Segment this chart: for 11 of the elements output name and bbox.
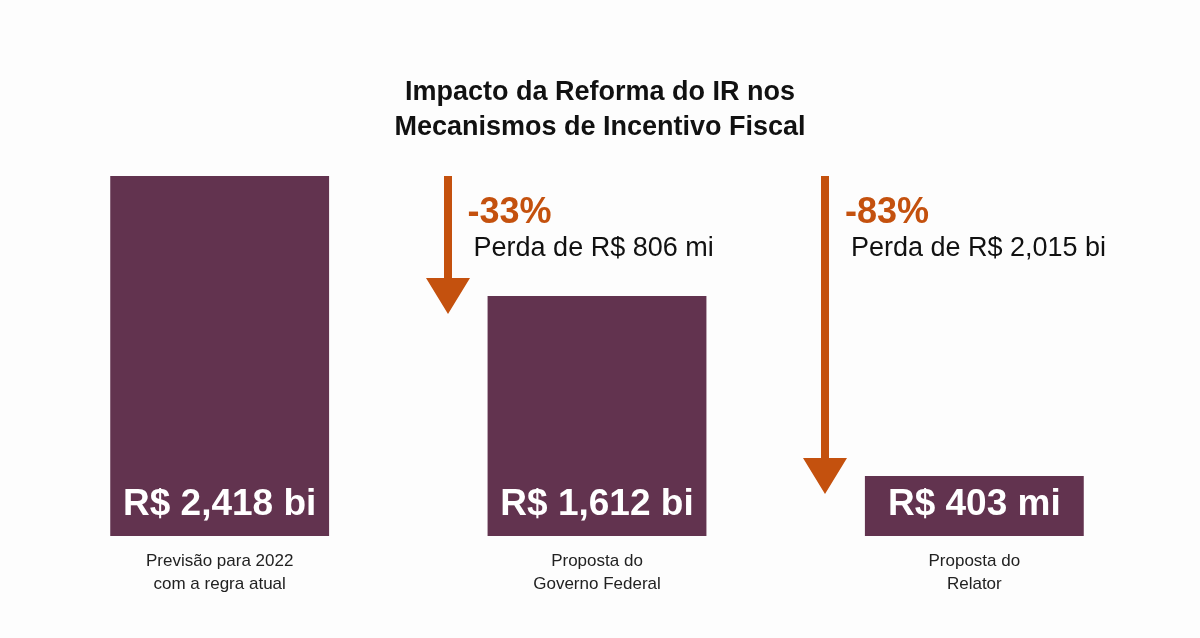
x-tick-label: Proposta do Relator bbox=[928, 551, 1021, 594]
annotation: Perda de R$ 806 mi bbox=[473, 232, 714, 263]
chart-title: Impacto da Reforma do IR nos Mecanismos de Incentivo Fiscal bbox=[393, 75, 807, 143]
data-label: R$ 403 mi bbox=[887, 482, 1061, 524]
x-tick-label: Proposta do Governo Federal bbox=[533, 551, 661, 594]
data-label: R$ 1,612 bi bbox=[500, 482, 694, 524]
annotation: -33% bbox=[467, 190, 552, 232]
annotation: -83% bbox=[844, 190, 929, 232]
data-label: R$ 2,418 bi bbox=[122, 482, 317, 524]
x-tick-label: Previsão para 2022 com a regra atual bbox=[145, 551, 294, 594]
annotation: Perda de R$ 2,015 bi bbox=[850, 232, 1107, 263]
